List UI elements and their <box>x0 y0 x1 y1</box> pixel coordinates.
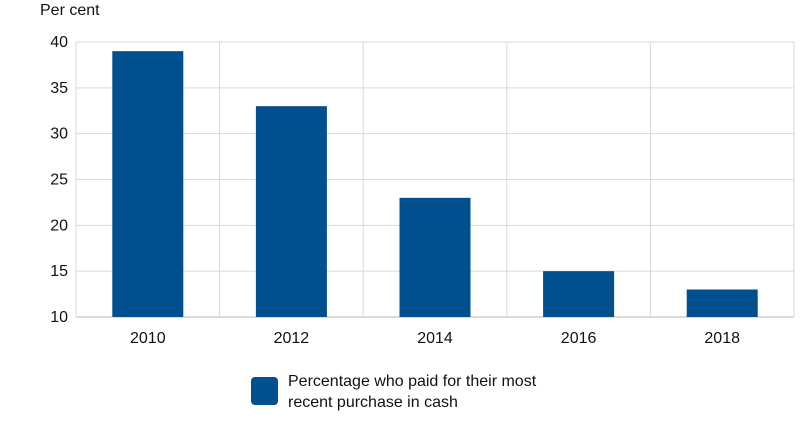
bars <box>112 51 758 318</box>
x-tick-label: 2016 <box>561 330 597 347</box>
grid <box>75 41 795 318</box>
bar <box>543 271 615 317</box>
x-tick-label: 2014 <box>417 330 453 347</box>
x-axis-ticks: 2010 2012 2014 2016 2018 <box>130 330 740 347</box>
legend-swatch <box>251 377 278 405</box>
y-tick-label: 20 <box>50 217 68 234</box>
y-tick-label: 35 <box>50 80 68 97</box>
bar <box>399 197 471 317</box>
bar <box>112 51 184 318</box>
y-tick-label: 30 <box>50 126 68 143</box>
x-tick-label: 2012 <box>274 330 310 347</box>
y-tick-label: 15 <box>50 263 68 280</box>
y-axis-unit-label: Per cent <box>40 2 100 19</box>
legend-label-line-2: recent purchase in cash <box>288 394 458 411</box>
y-axis-ticks: 10 15 20 25 30 35 40 <box>50 34 68 326</box>
bar <box>255 106 327 318</box>
y-tick-label: 40 <box>50 34 68 51</box>
x-tick-label: 2010 <box>130 330 166 347</box>
legend-label-line-1: Percentage who paid for their most <box>288 373 537 390</box>
legend: Percentage who paid for their most recen… <box>251 373 537 411</box>
bar <box>686 289 758 317</box>
y-tick-label: 25 <box>50 172 68 189</box>
y-tick-label: 10 <box>50 309 68 326</box>
x-tick-label: 2018 <box>704 330 740 347</box>
